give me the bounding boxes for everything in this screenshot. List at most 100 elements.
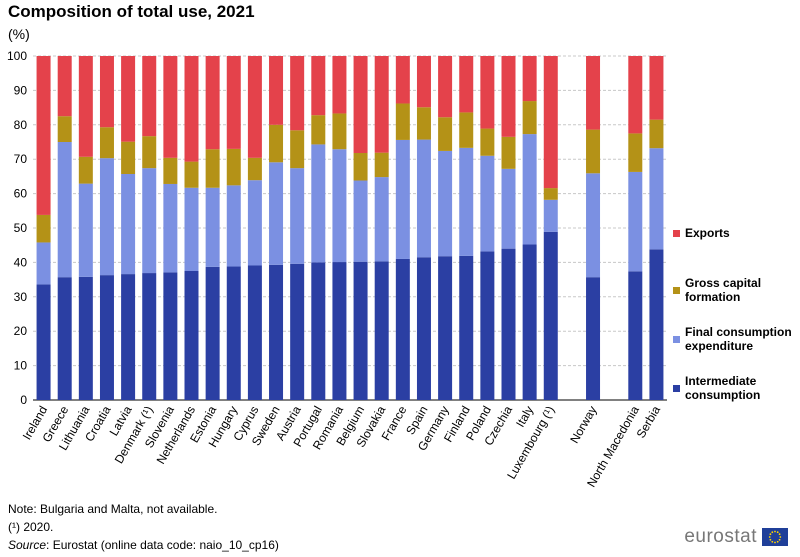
bar-lithuania-intermediate-consumption [78,276,93,400]
bar-france-gross-capital-formation [395,103,410,140]
eu-flag-icon [762,528,788,546]
bar-finland-gross-capital-formation [459,112,474,148]
bar-estonia-gross-capital-formation [205,149,220,188]
bar-portugal-intermediate-consumption [311,262,326,400]
bar-luxembourg-exports [543,56,558,189]
y-tick-label: 10 [14,359,28,373]
bar-norway-intermediate-consumption [586,277,601,400]
y-tick-label: 90 [14,83,28,97]
bar-spain-final-consumption-expenditure [416,139,431,258]
bar-netherlands-final-consumption-expenditure [184,187,199,271]
bar-netherlands-gross-capital-formation [184,161,199,188]
bar-lithuania-exports [78,56,93,157]
y-tick-label: 70 [14,152,28,166]
bar-spain-gross-capital-formation [416,107,431,140]
bar-serbia-intermediate-consumption [649,249,664,400]
bar-spain-intermediate-consumption [416,257,431,400]
bar-croatia-intermediate-consumption [99,275,114,400]
bar-belgium-final-consumption-expenditure [353,180,368,262]
bar-greece-exports [57,56,72,117]
bar-slovakia-gross-capital-formation [374,152,389,178]
y-tick-label: 0 [20,393,27,407]
bar-luxembourg-intermediate-consumption [543,231,558,400]
bar-latvia-gross-capital-formation [121,141,136,174]
bar-latvia-final-consumption-expenditure [121,173,136,275]
y-axis-unit: (%) [8,26,30,42]
source-line: Source: Eurostat (online data code: naio… [8,536,279,554]
bar-czechia-gross-capital-formation [501,136,516,169]
y-tick-label: 50 [14,221,28,235]
bar-poland-final-consumption-expenditure [480,155,495,252]
bar-luxembourg-final-consumption-expenditure [543,199,558,232]
bar-greece-intermediate-consumption [57,277,72,400]
y-tick-label: 20 [14,324,28,338]
y-tick-label: 60 [14,187,28,201]
bar-czechia-final-consumption-expenditure [501,168,516,249]
legend-item-exports: Exports [673,226,730,240]
bar-north-macedonia-exports [628,56,643,134]
y-tick-label: 40 [14,255,28,269]
bar-latvia-exports [121,56,136,142]
bar-denmark-intermediate-consumption [142,273,157,400]
bar-italy-exports [522,56,537,102]
bar-north-macedonia-intermediate-consumption [628,271,643,400]
bar-austria-gross-capital-formation [290,130,305,169]
footnote-text: (¹) 2020. [8,520,54,534]
bar-greece-final-consumption-expenditure [57,142,72,278]
bar-france-final-consumption-expenditure [395,139,410,259]
bar-portugal-exports [311,56,326,116]
bar-ireland-exports [36,56,51,215]
bar-germany-gross-capital-formation [438,117,453,151]
chart-title: Composition of total use, 2021 [8,2,255,21]
bar-romania-gross-capital-formation [332,113,347,150]
bar-cyprus-exports [247,56,262,158]
bar-north-macedonia-final-consumption-expenditure [628,171,643,272]
y-tick-label: 100 [7,49,27,63]
bar-estonia-final-consumption-expenditure [205,187,220,267]
y-tick-label: 30 [14,290,28,304]
bar-sweden-gross-capital-formation [269,124,284,163]
bar-romania-final-consumption-expenditure [332,149,347,263]
bar-poland-gross-capital-formation [480,128,495,156]
bar-cyprus-intermediate-consumption [247,265,262,400]
bar-austria-intermediate-consumption [290,263,305,400]
bar-lithuania-gross-capital-formation [78,156,93,184]
bar-belgium-intermediate-consumption [353,261,368,400]
bar-slovakia-final-consumption-expenditure [374,177,389,262]
bar-cyprus-final-consumption-expenditure [247,180,262,266]
bar-greece-gross-capital-formation [57,116,72,142]
bar-slovenia-intermediate-consumption [163,272,178,400]
bar-portugal-final-consumption-expenditure [311,144,326,263]
bar-latvia-intermediate-consumption [121,274,136,400]
legend-swatch-gross-capital-formation [673,286,680,294]
bar-norway-gross-capital-formation [586,129,601,174]
bar-belgium-exports [353,56,368,154]
bar-hungary-final-consumption-expenditure [226,185,241,267]
bar-slovenia-exports [163,56,178,158]
bar-netherlands-intermediate-consumption [184,271,199,400]
x-tick-label: Norway [567,404,599,446]
bar-cyprus-gross-capital-formation [247,157,262,181]
logo-text: eurostat [684,526,757,547]
bar-slovakia-exports [374,56,389,153]
bar-serbia-exports [649,56,664,120]
bar-finland-final-consumption-expenditure [459,147,474,256]
legend-item-gross-capital-formation: Gross capital formation [673,276,761,304]
bar-luxembourg-gross-capital-formation [543,188,558,200]
bar-germany-final-consumption-expenditure [438,150,453,257]
bar-croatia-gross-capital-formation [99,127,114,159]
bar-denmark-exports [142,56,157,137]
bar-sweden-intermediate-consumption [269,264,284,400]
legend-swatch-final-consumption [673,335,680,343]
bar-belgium-gross-capital-formation [353,153,368,181]
legend-label-exports: Exports [685,226,730,240]
bar-germany-exports [438,56,453,118]
legend-label-intermediate-consumption: Intermediate consumption [685,374,761,402]
bar-ireland-final-consumption-expenditure [36,242,51,285]
legend-label-final-consumption: Final consumption expenditure [685,325,792,353]
bar-romania-intermediate-consumption [332,262,347,400]
bar-austria-exports [290,56,305,131]
bar-czechia-intermediate-consumption [501,248,516,400]
bar-slovenia-gross-capital-formation [163,157,178,184]
